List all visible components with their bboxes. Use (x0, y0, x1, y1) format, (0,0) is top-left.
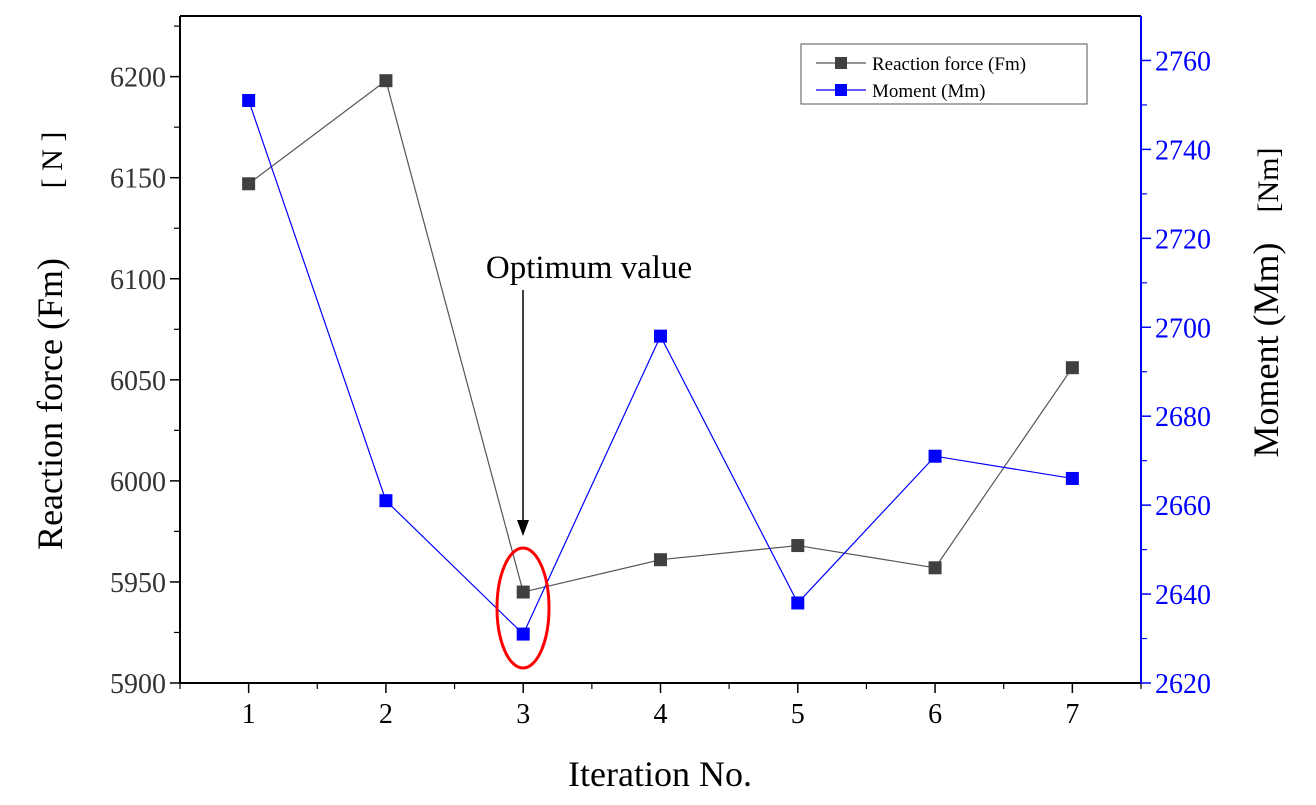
x-tick-label: 7 (1065, 699, 1079, 730)
data-point-reaction-force (791, 539, 805, 553)
y-right-tick-label: 2760 (1155, 46, 1211, 77)
data-point-moment (928, 449, 942, 463)
y-right-tick-label: 2660 (1155, 491, 1211, 522)
annotation-arrowhead (517, 520, 529, 536)
y-right-axis-unit: [Nm] (1252, 148, 1285, 213)
legend: Reaction force (Fm) Moment (Mm) (800, 43, 1088, 105)
y-right-tick-label: 2640 (1155, 580, 1211, 611)
optimum-highlight (495, 546, 551, 670)
x-tick-label: 1 (242, 699, 256, 730)
data-point-reaction-force (242, 177, 256, 191)
y-right-tick-label: 2700 (1155, 313, 1211, 344)
y-left-axis-unit: [ N ] (36, 132, 69, 189)
y-right-tick-label: 2680 (1155, 402, 1211, 433)
y-left-axis-title: Reaction force (Fm) (30, 258, 70, 550)
x-tick-label: 3 (516, 699, 530, 730)
legend-label-moment: Moment (Mm) (872, 81, 985, 102)
y-left-tick-label: 5900 (110, 669, 166, 700)
y-left-tick-label: 6200 (110, 63, 166, 94)
data-point-moment (516, 627, 530, 641)
legend-box (800, 43, 1088, 105)
data-point-reaction-force (516, 585, 530, 599)
data-point-moment (242, 93, 256, 107)
y-right-tick-label: 2740 (1155, 135, 1211, 166)
x-tick-label: 2 (379, 699, 393, 730)
legend-label-reaction-force: Reaction force (Fm) (872, 54, 1026, 75)
legend-marker-moment (835, 84, 847, 96)
x-axis-title: Iteration No. (568, 754, 752, 794)
legend-marker-reaction-force (835, 57, 847, 69)
annotation-label: Optimum value (486, 250, 692, 286)
y-left-tick-label: 6000 (110, 467, 166, 498)
x-tick-label: 5 (791, 699, 805, 730)
data-point-moment (654, 329, 667, 343)
data-point-moment (1065, 471, 1079, 485)
data-point-reaction-force (379, 74, 393, 88)
y-right-tick-label: 2720 (1155, 224, 1211, 255)
data-point-moment (791, 596, 805, 610)
y-left-tick-label: 6050 (110, 366, 166, 397)
data-point-reaction-force (1065, 361, 1079, 375)
y-left-tick-label: 5950 (110, 568, 166, 599)
y-left-tick-label: 6150 (110, 164, 166, 195)
x-tick-label: 6 (928, 699, 942, 730)
data-point-moment (379, 494, 393, 508)
y-right-axis-title: Moment (Mm) (1246, 243, 1286, 458)
data-point-reaction-force (654, 553, 667, 567)
x-tick-label: 4 (654, 699, 668, 730)
y-left-tick-label: 6100 (110, 265, 166, 296)
y-right-tick-label: 2620 (1155, 669, 1211, 700)
data-point-reaction-force (928, 561, 942, 575)
